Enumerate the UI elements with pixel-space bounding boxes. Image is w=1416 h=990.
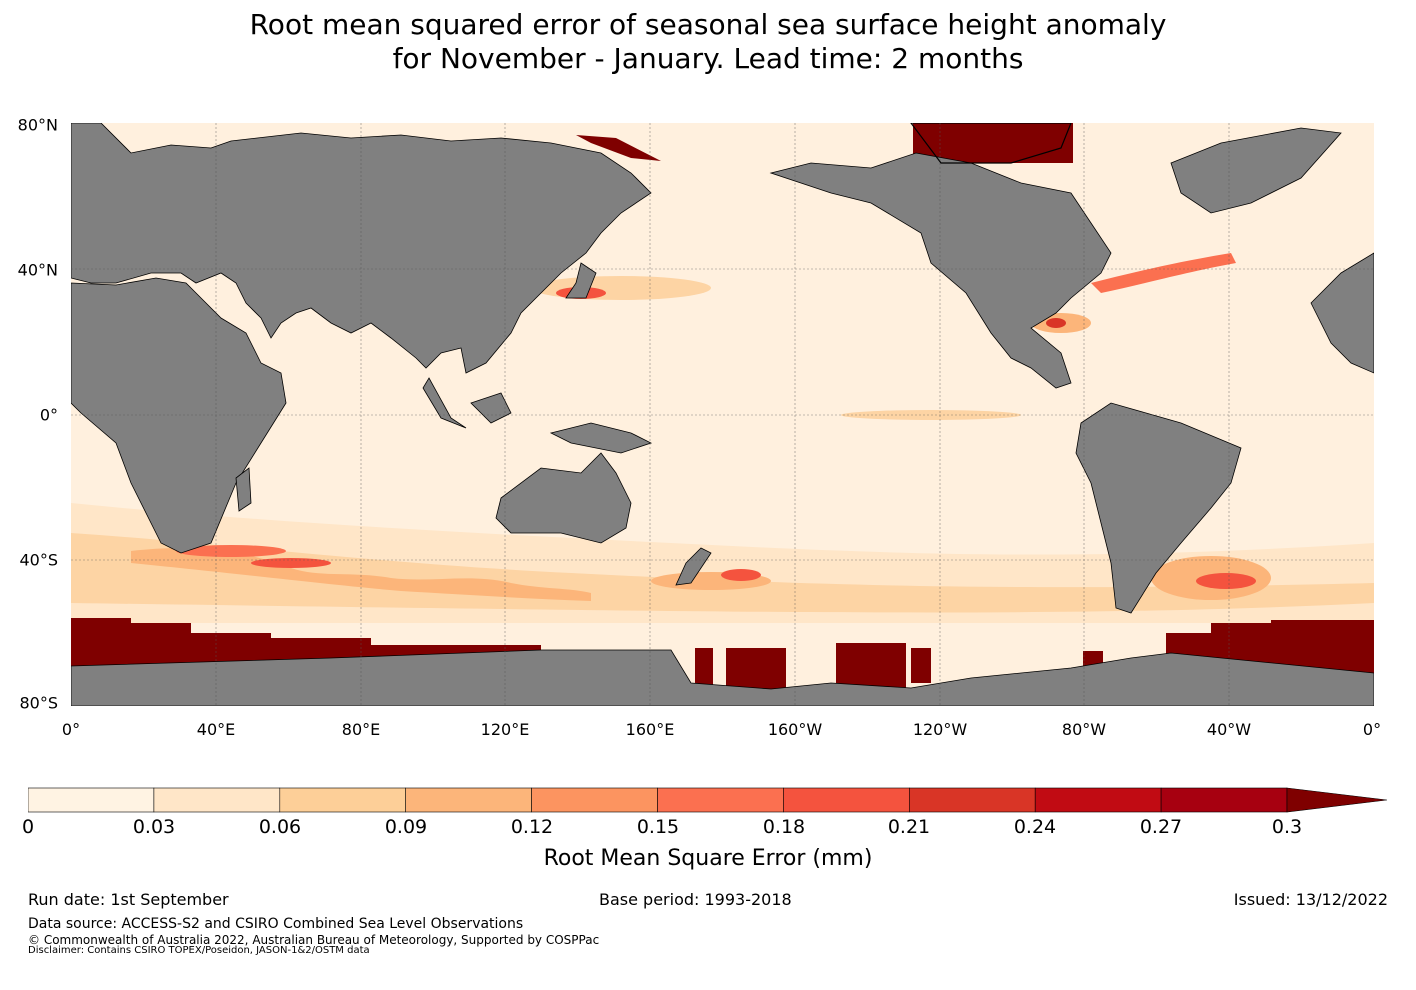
madagascar-landmass bbox=[235, 467, 252, 512]
lon-label-40w: 40°W bbox=[1206, 720, 1252, 739]
lon-label-0-east: 0° bbox=[1362, 720, 1382, 739]
lon-label-80w: 80°W bbox=[1061, 720, 1107, 739]
colorbar-segment bbox=[657, 787, 784, 813]
data-source: Data source: ACCESS-S2 and CSIRO Combine… bbox=[28, 916, 524, 932]
antarctic-error-segment-4 bbox=[911, 648, 931, 683]
canadian-archipelago-error bbox=[913, 123, 1073, 163]
australia-landmass bbox=[495, 452, 632, 544]
sumatra-landmass bbox=[422, 377, 467, 429]
title-line-2: for November - January. Lead time: 2 mon… bbox=[392, 42, 1024, 75]
colorbar-tick: 0.18 bbox=[762, 816, 806, 838]
colorbar-tick: 0.3 bbox=[1271, 816, 1303, 838]
colorbar-label: Root Mean Square Error (mm) bbox=[543, 846, 873, 871]
colorbar-segment bbox=[908, 787, 1036, 813]
borneo-landmass bbox=[470, 392, 512, 424]
gulf-of-mexico-error-core bbox=[1046, 318, 1066, 328]
copyright: © Commonwealth of Australia 2022, Austra… bbox=[28, 933, 600, 947]
graticule bbox=[71, 123, 1374, 706]
title-line-1: Root mean squared error of seasonal sea … bbox=[249, 8, 1167, 41]
lat-label-equator: 0° bbox=[39, 405, 58, 425]
run-date: Run date: 1st September bbox=[28, 890, 229, 909]
lat-label-80n: 80°N bbox=[17, 115, 58, 135]
japan-landmass bbox=[565, 262, 597, 299]
agulhas-return-current-band bbox=[131, 548, 591, 601]
southern-ocean-band-mid bbox=[71, 533, 1374, 613]
lon-label-40e: 40°E bbox=[196, 720, 236, 739]
new-guinea-landmass bbox=[549, 422, 653, 454]
tasman-error-core bbox=[721, 569, 761, 581]
lon-label-160w: 160°W bbox=[767, 720, 823, 739]
lon-label-160e: 160°E bbox=[625, 720, 675, 739]
colorbar-tick: 0.09 bbox=[384, 816, 428, 838]
colorbar-tick: 0.15 bbox=[636, 816, 680, 838]
colorbar-tick: 0 bbox=[21, 816, 35, 838]
antarctic-error-segment-3 bbox=[836, 643, 906, 688]
canadian-arctic-islands bbox=[910, 123, 1072, 164]
issued-date: Issued: 13/12/2022 bbox=[1233, 890, 1388, 909]
east-siberian-error bbox=[576, 135, 661, 161]
brazil-malvinas-error-core bbox=[1196, 573, 1256, 589]
error-bands bbox=[71, 253, 1374, 623]
new-zealand-landmass bbox=[675, 547, 712, 586]
antarctica-landmass bbox=[71, 649, 1374, 706]
map-panel bbox=[71, 123, 1374, 706]
disclaimer: Disclaimer: Contains CSIRO TOPEX/Poseido… bbox=[28, 945, 370, 956]
greenland-landmass bbox=[1170, 127, 1342, 214]
colorbar-segment bbox=[153, 787, 281, 813]
colorbar-segment bbox=[531, 787, 658, 813]
lon-label-120e: 120°E bbox=[480, 720, 530, 739]
world-map bbox=[71, 123, 1374, 706]
map-title: Root mean squared error of seasonal sea … bbox=[0, 8, 1416, 76]
agulhas-error-core bbox=[251, 558, 331, 568]
colorbar-tick: 0.21 bbox=[887, 816, 931, 838]
west-africa-landmass-east-edge bbox=[1310, 252, 1374, 374]
colorbar-segment bbox=[279, 787, 407, 813]
south-america-landmass bbox=[1075, 402, 1242, 614]
gulf-stream-error-band bbox=[1091, 253, 1236, 293]
lon-label-120w: 120°W bbox=[912, 720, 968, 739]
colorbar-extend-arrow bbox=[1286, 787, 1388, 813]
lat-label-80s: 80°S bbox=[19, 693, 58, 713]
arctic-high-error bbox=[576, 123, 1073, 163]
colorbar-segment bbox=[1160, 787, 1288, 813]
colorbar-tick: 0.12 bbox=[510, 816, 554, 838]
lat-label-40n: 40°N bbox=[17, 260, 58, 280]
colorbar-tick: 0.24 bbox=[1013, 816, 1057, 838]
colorbar-tick: 0.06 bbox=[258, 816, 302, 838]
colorbar-segment bbox=[28, 787, 155, 813]
colorbar-segment bbox=[405, 787, 532, 813]
lon-label-80e: 80°E bbox=[341, 720, 381, 739]
agulhas-error-hotspot bbox=[176, 545, 286, 557]
kuroshio-error-band bbox=[531, 276, 711, 300]
colorbar-tick: 0.03 bbox=[132, 816, 176, 838]
colorbar bbox=[28, 787, 1388, 813]
colorbar-segment bbox=[1034, 787, 1162, 813]
africa-landmass bbox=[71, 277, 287, 554]
lat-label-40s: 40°S bbox=[19, 550, 58, 570]
colorbar-tick: 0.27 bbox=[1139, 816, 1183, 838]
colorbar-segment bbox=[783, 787, 910, 813]
lon-label-0-west: 0° bbox=[61, 720, 81, 739]
base-period: Base period: 1993-2018 bbox=[599, 890, 792, 909]
